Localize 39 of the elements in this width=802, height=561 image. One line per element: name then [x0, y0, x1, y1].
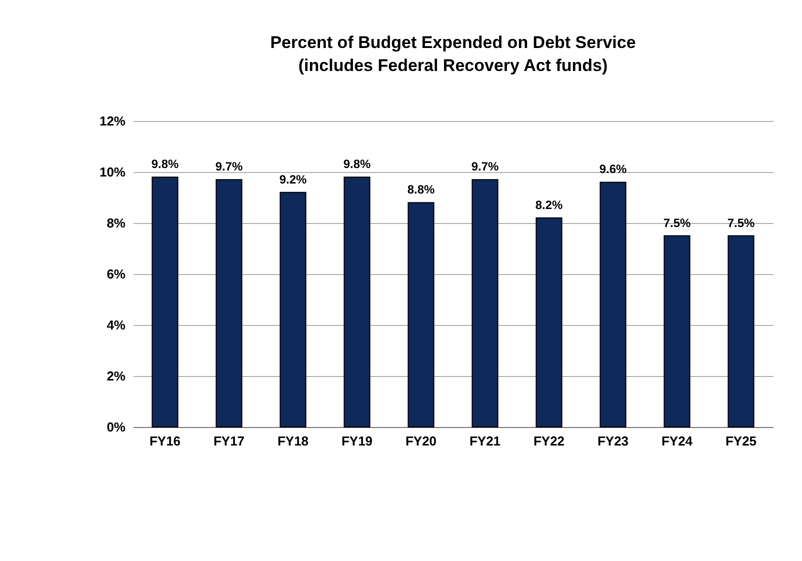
bar: [216, 179, 242, 428]
bar: [472, 179, 498, 428]
bar: [728, 235, 754, 428]
x-tick-label: FY23: [597, 434, 629, 448]
y-tick-label: 2%: [106, 368, 126, 384]
data-label: 9.6%: [599, 162, 627, 176]
x-tick-label: FY20: [405, 434, 437, 448]
bar: [664, 235, 690, 428]
bar: [408, 202, 434, 428]
chart-subtitle: (includes Federal Recovery Act funds): [298, 56, 608, 75]
data-label: 9.2%: [279, 172, 307, 186]
y-tick-label: 4%: [106, 318, 126, 332]
y-tick-label: 12%: [99, 114, 126, 128]
y-tick-label: 6%: [106, 266, 126, 282]
x-tick-label: FY22: [533, 434, 565, 448]
x-tick-label: FY21: [469, 434, 501, 448]
y-tick-label: 0%: [106, 420, 126, 434]
x-tick-label: FY25: [725, 434, 757, 448]
data-label: 8.2%: [535, 198, 563, 212]
bar: [280, 192, 306, 428]
y-tick-label: 8%: [106, 216, 126, 230]
data-label: 9.7%: [215, 160, 243, 174]
data-label: 7.5%: [663, 216, 691, 230]
bar: [536, 217, 562, 428]
bar: [600, 182, 626, 428]
x-tick-label: FY19: [341, 434, 373, 448]
x-tick-label: FY18: [277, 434, 309, 448]
data-label: 9.8%: [151, 157, 179, 172]
chart-title: Percent of Budget Expended on Debt Service: [270, 33, 636, 52]
bar: [344, 176, 370, 428]
y-tick-label: 10%: [99, 164, 126, 180]
x-tick-label: FY17: [213, 434, 245, 448]
x-tick-label: FY16: [149, 434, 181, 448]
data-label: 8.8%: [407, 182, 435, 197]
data-label: 9.8%: [343, 157, 371, 172]
bar: [152, 176, 178, 428]
x-tick-label: FY24: [661, 434, 694, 448]
data-label: 7.5%: [727, 216, 755, 230]
data-label: 9.7%: [471, 160, 499, 174]
